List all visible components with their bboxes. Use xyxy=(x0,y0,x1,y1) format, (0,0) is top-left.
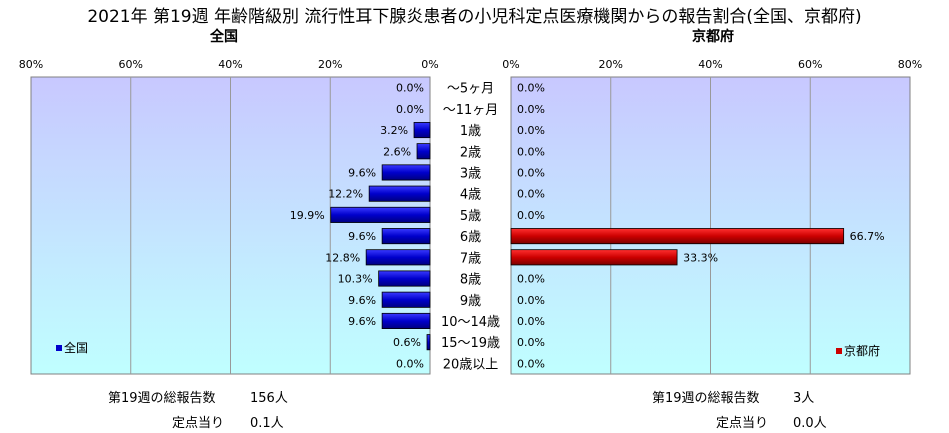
right-data-label: 0.0% xyxy=(517,315,545,328)
left-bar xyxy=(330,206,431,223)
category-label: 10～14歳 xyxy=(441,315,500,330)
left-x-tick-label: 80% xyxy=(19,58,43,71)
left-data-label: 12.8% xyxy=(325,251,360,264)
left-data-label: 0.0% xyxy=(396,357,424,370)
category-label: 2歳 xyxy=(460,145,481,160)
left-data-label: 9.6% xyxy=(348,315,376,328)
left-bar xyxy=(426,334,431,351)
right-x-tick-label: 0% xyxy=(502,58,519,71)
left-data-label: 0.0% xyxy=(396,82,424,95)
left-bar xyxy=(365,249,431,266)
left-data-label: 0.6% xyxy=(393,336,421,349)
category-label: ～5ヶ月 xyxy=(447,82,494,97)
left-data-label: 9.6% xyxy=(348,294,376,307)
right-per-label: 定点当り xyxy=(716,416,769,431)
right-data-label: 0.0% xyxy=(517,82,545,95)
right-data-label: 0.0% xyxy=(517,336,545,349)
left-total-label: 第19週の総報告数 xyxy=(108,391,216,406)
left-x-tick-label: 60% xyxy=(119,58,143,71)
left-x-tick-label: 0% xyxy=(421,58,438,71)
right-bar xyxy=(510,249,678,266)
chart-title: 2021年 第19週 年齢階級別 流行性耳下腺炎患者の小児科定点医療機関からの報… xyxy=(87,7,862,27)
left-data-label: 9.6% xyxy=(348,166,376,179)
category-label: 3歳 xyxy=(460,166,481,181)
right-data-label: 0.0% xyxy=(517,273,545,286)
left-bar xyxy=(381,312,431,330)
category-label: 9歳 xyxy=(460,294,481,309)
left-data-label: 9.6% xyxy=(348,230,376,243)
left-bar xyxy=(381,291,431,308)
left-data-label: 19.9% xyxy=(290,209,325,222)
category-label: 8歳 xyxy=(460,273,481,288)
left-data-label: 3.2% xyxy=(380,124,408,137)
right-data-label: 0.0% xyxy=(517,357,545,370)
left-panel-title: 全国 xyxy=(210,29,238,45)
right-data-label: 0.0% xyxy=(517,209,545,222)
right-x-tick-label: 80% xyxy=(898,58,922,71)
left-bar xyxy=(378,270,431,287)
left-legend-swatch xyxy=(56,345,62,351)
left-data-label: 2.6% xyxy=(383,145,411,158)
category-label: 6歳 xyxy=(460,230,481,245)
right-data-label: 0.0% xyxy=(517,124,545,137)
left-per-value: 0.1人 xyxy=(250,416,284,431)
category-label: 1歳 xyxy=(460,124,481,139)
right-panel-title: 京都府 xyxy=(692,29,734,45)
category-label: ～11ヶ月 xyxy=(443,103,499,118)
left-total-value: 156人 xyxy=(250,391,288,406)
left-bar xyxy=(381,228,431,245)
left-x-tick-label: 40% xyxy=(218,58,242,71)
left-data-label: 10.3% xyxy=(338,273,373,286)
right-total-value: 3人 xyxy=(793,391,815,406)
right-x-tick-label: 20% xyxy=(599,58,623,71)
left-bar xyxy=(381,164,431,181)
right-data-label: 0.0% xyxy=(517,103,545,116)
category-label: 4歳 xyxy=(460,188,481,203)
right-data-label: 0.0% xyxy=(517,166,545,179)
category-label: 5歳 xyxy=(460,209,481,224)
right-data-label: 66.7% xyxy=(850,230,885,243)
category-label: 20歳以上 xyxy=(443,357,499,372)
left-x-tick-label: 20% xyxy=(318,58,342,71)
right-total-label: 第19週の総報告数 xyxy=(652,391,760,406)
right-per-value: 0.0人 xyxy=(793,416,827,431)
left-bar xyxy=(413,121,431,139)
right-data-label: 33.3% xyxy=(683,251,718,264)
right-data-label: 0.0% xyxy=(517,145,545,158)
right-legend-label: 京都府 xyxy=(844,343,880,358)
left-data-label: 0.0% xyxy=(396,103,424,116)
left-bar xyxy=(368,185,431,202)
right-data-label: 0.0% xyxy=(517,188,545,201)
left-per-label: 定点当り xyxy=(172,416,225,431)
right-x-tick-label: 40% xyxy=(698,58,722,71)
right-legend-swatch xyxy=(836,348,842,354)
right-bar xyxy=(510,228,845,245)
category-label: 15～19歳 xyxy=(441,336,500,351)
right-data-label: 0.0% xyxy=(517,294,545,307)
category-label: 7歳 xyxy=(460,251,481,266)
left-bar xyxy=(416,143,431,160)
left-data-label: 12.2% xyxy=(328,188,363,201)
left-legend-label: 全国 xyxy=(64,340,88,355)
right-x-tick-label: 60% xyxy=(798,58,822,71)
